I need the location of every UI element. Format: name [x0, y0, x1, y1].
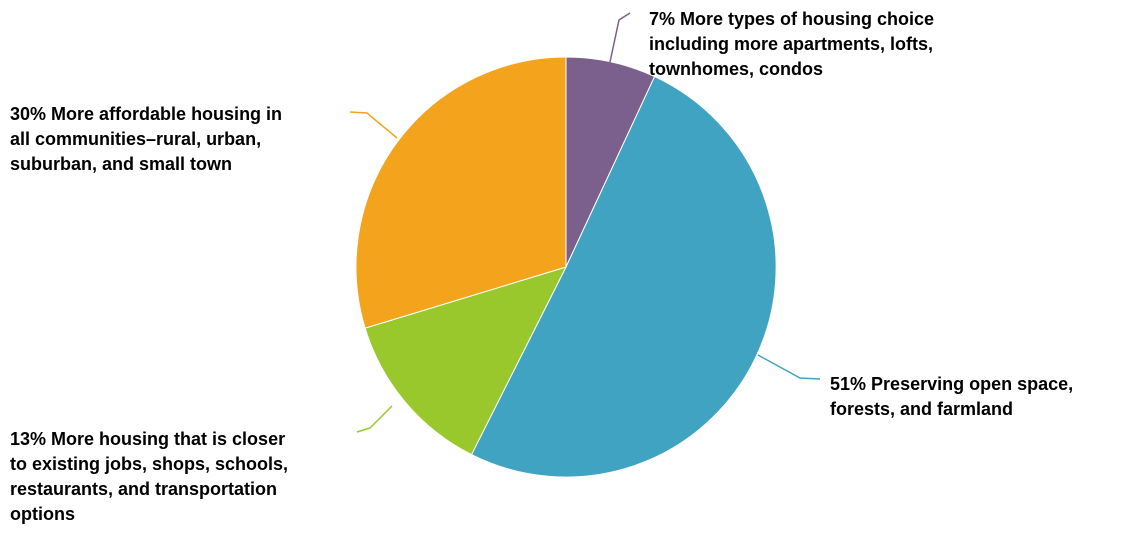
slice-label-line: all communities–rural, urban, [10, 129, 262, 149]
pie-slice-affordable-housing [355, 56, 567, 329]
slice-percent: 13 [10, 429, 51, 449]
slice-label-line: suburban, and small town [10, 154, 233, 174]
leader-line-affordable-housing [349, 111, 398, 139]
leader-line-open-space [757, 354, 821, 380]
leader-line-housing-choice [609, 12, 631, 63]
slice-label-line: to existing jobs, shops, schools, [10, 454, 289, 474]
slice-label-line: townhomes, condos [649, 59, 824, 79]
slice-label-affordable-housing: 30More affordable housing in all communi… [10, 102, 282, 177]
slice-label-line: including more apartments, lofts, [649, 34, 934, 54]
slice-label-line: forests, and farmland [830, 399, 1014, 419]
pie-slices [355, 56, 777, 478]
slice-percent: 7 [649, 9, 680, 29]
leader-line-closer-housing [356, 405, 393, 433]
slice-label-closer-housing: 13More housing that is closer to existin… [10, 427, 288, 527]
pie-slice-closer-housing [364, 266, 567, 456]
slice-label-housing-choice: 7More types of housing choice including … [649, 7, 934, 82]
slice-label-line: 13More housing that is closer [10, 427, 288, 452]
slice-label-line: 30More affordable housing in [10, 102, 282, 127]
leader-lines [349, 12, 821, 433]
pie-slice-open-space [470, 75, 777, 478]
slice-percent: 51 [830, 374, 871, 394]
slice-label-open-space: 51Preserving open space, forests, and fa… [830, 372, 1073, 422]
slice-label-line: 51Preserving open space, [830, 372, 1073, 397]
slice-label-line: options [10, 504, 75, 524]
slice-label-line: restaurants, and transportation [10, 479, 278, 499]
slice-percent: 30 [10, 104, 51, 124]
slice-label-line: 7More types of housing choice [649, 7, 934, 32]
